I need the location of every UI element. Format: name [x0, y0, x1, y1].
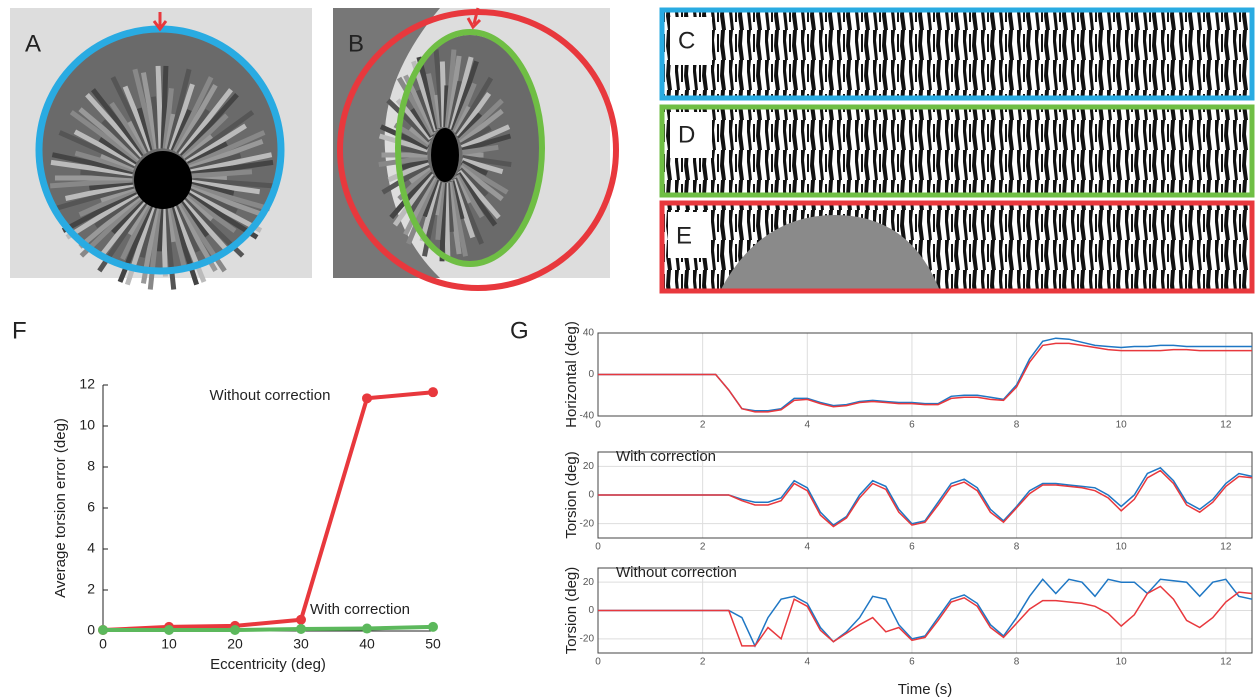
series-label: Without correction	[210, 387, 331, 404]
y-axis-label: Horizontal (deg)	[563, 321, 580, 428]
iris-texture	[158, 66, 161, 149]
panel-b-image	[333, 8, 616, 288]
annotation: Without correction	[616, 564, 737, 581]
y-tick-label: 2	[87, 581, 95, 597]
y-tick-label: 20	[583, 577, 595, 588]
x-tick-label: 8	[1014, 657, 1020, 668]
x-tick-label: 12	[1220, 542, 1232, 553]
x-tick-label: 0	[595, 657, 601, 668]
panel-label: B	[348, 30, 364, 57]
data-point	[296, 615, 306, 625]
y-tick-label: 8	[87, 458, 95, 474]
panel-label: F	[12, 317, 27, 344]
data-point	[230, 625, 240, 635]
series-line	[103, 392, 433, 630]
y-tick-label: -20	[580, 633, 595, 644]
y-tick-label: 0	[588, 369, 594, 380]
data-point	[98, 625, 108, 635]
x-tick-label: 0	[595, 542, 601, 553]
y-tick-label: 12	[79, 376, 95, 392]
y-tick-label: 10	[79, 417, 95, 433]
x-tick-label: 4	[804, 420, 810, 431]
panel-label: E	[676, 222, 692, 249]
x-tick-label: 40	[359, 636, 375, 652]
data-point	[428, 622, 438, 632]
x-tick-label: 2	[700, 542, 706, 553]
x-tick-label: 0	[595, 420, 601, 431]
x-tick-label: 6	[909, 420, 915, 431]
x-tick-label: 10	[1116, 542, 1128, 553]
iris-texture	[163, 207, 165, 276]
x-tick-label: 8	[1014, 420, 1020, 431]
figure: A B C D E F G 01020304050024681012Withou…	[0, 0, 1255, 700]
y-tick-label: -20	[580, 518, 595, 529]
y-tick-label: 0	[87, 622, 95, 638]
y-tick-label: 4	[87, 540, 95, 556]
x-tick-label: 12	[1220, 420, 1232, 431]
data-point	[164, 625, 174, 635]
y-tick-label: 40	[583, 328, 595, 339]
y-axis-label: Torsion (deg)	[563, 567, 580, 655]
x-tick-label: 4	[804, 542, 810, 553]
x-tick-label: 6	[909, 542, 915, 553]
panel-a-image	[10, 8, 312, 289]
x-tick-label: 10	[161, 636, 177, 652]
data-point	[362, 393, 372, 403]
x-tick-label: 10	[1116, 420, 1128, 431]
data-point	[362, 624, 372, 634]
x-axis-label: Eccentricity (deg)	[210, 656, 326, 673]
annotation: With correction	[616, 448, 716, 465]
data-point	[296, 624, 306, 634]
panel-label: A	[25, 30, 41, 57]
y-axis-label: Torsion (deg)	[563, 451, 580, 539]
x-tick-label: 30	[293, 636, 309, 652]
x-tick-label: 12	[1220, 657, 1232, 668]
y-tick-label: 0	[588, 605, 594, 616]
series-label: With correction	[310, 601, 410, 618]
x-tick-label: 8	[1014, 542, 1020, 553]
x-tick-label: 6	[909, 657, 915, 668]
x-tick-label: 50	[425, 636, 441, 652]
x-tick-label: 0	[99, 636, 107, 652]
y-axis-label: Average torsion error (deg)	[52, 418, 69, 598]
y-tick-label: -40	[580, 411, 595, 422]
y-tick-label: 0	[588, 490, 594, 501]
x-axis-label: Time (s)	[898, 681, 952, 698]
panel-cde-images	[662, 10, 1252, 291]
panel-label: C	[678, 27, 695, 54]
x-tick-label: 2	[700, 657, 706, 668]
x-tick-label: 4	[804, 657, 810, 668]
data-point	[428, 387, 438, 397]
x-tick-label: 20	[227, 636, 243, 652]
panel-label: D	[678, 121, 695, 148]
page: {"figure": {"panel_labels": ["A", "B", "…	[0, 0, 1255, 700]
y-tick-label: 6	[87, 499, 95, 515]
x-tick-label: 2	[700, 420, 706, 431]
x-tick-label: 10	[1116, 657, 1128, 668]
y-tick-label: 20	[583, 461, 595, 472]
panel-label: G	[510, 317, 529, 344]
